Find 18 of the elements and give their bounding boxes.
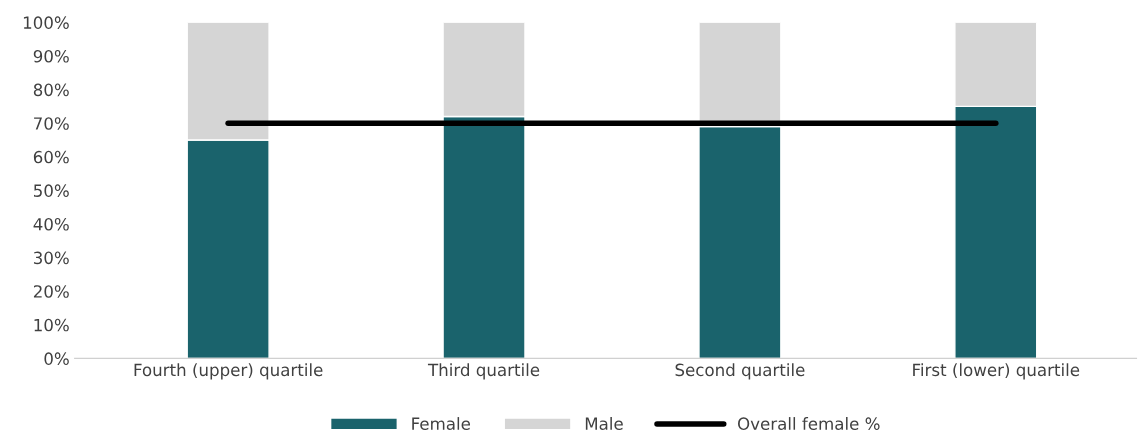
y-tick-label: 90% — [33, 49, 69, 63]
legend-label: Overall female % — [737, 417, 880, 430]
legend-label: Female — [412, 417, 471, 430]
y-tick-label: 80% — [33, 83, 69, 97]
x-tick-label: First (lower) quartile — [913, 363, 1080, 380]
x-tick-label: Second quartile — [675, 363, 805, 380]
y-tick-label: 70% — [34, 117, 69, 130]
y-tick-label: 100% — [23, 16, 69, 29]
y-tick-label: 60% — [33, 150, 69, 164]
y-tick-label: 40% — [33, 217, 69, 231]
y-tick-label: 20% — [33, 285, 69, 298]
x-tick-label: Fourth (upper) quartile — [134, 363, 323, 380]
y-tick-label: 10% — [34, 318, 69, 332]
y-tick-label: 0% — [44, 352, 69, 365]
legend-label: Male — [585, 417, 623, 430]
y-tick-label: 50% — [34, 184, 69, 197]
y-tick-label: 30% — [33, 251, 69, 265]
x-tick-label: Third quartile — [427, 363, 540, 380]
